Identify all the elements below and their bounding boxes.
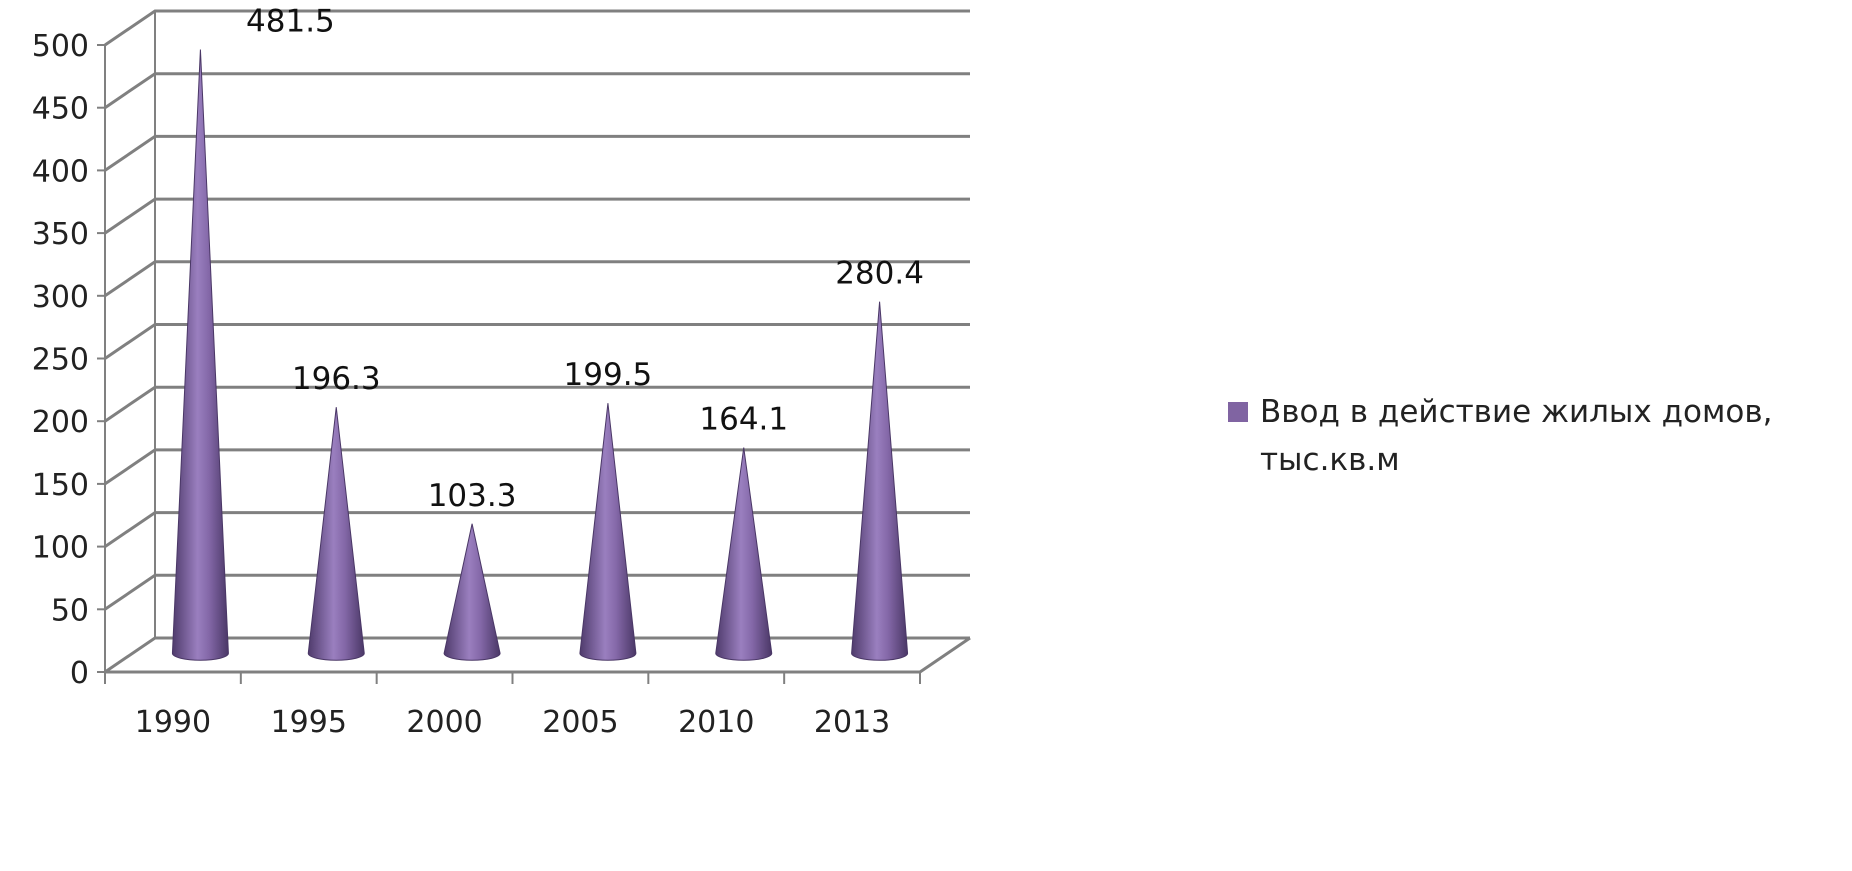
y-tick-label: 100 <box>32 531 89 566</box>
gridline <box>104 573 970 611</box>
x-tick-label: 1990 <box>135 705 211 740</box>
gridline <box>104 636 970 674</box>
y-tick-label: 350 <box>32 217 89 252</box>
y-tick-label: 450 <box>32 92 89 127</box>
data-labels: 481.5 196.3 103.3 199.5 164.1 280.4 <box>246 3 924 513</box>
x-tick-label: 2000 <box>406 705 482 740</box>
data-label: 196.3 <box>292 361 381 397</box>
y-tick-label: 200 <box>32 405 89 440</box>
y-tick-label: 50 <box>51 593 89 628</box>
gridlines <box>104 9 970 674</box>
gridline <box>104 197 970 235</box>
cone-bar <box>579 403 637 661</box>
gridline <box>104 448 970 486</box>
gridline <box>104 72 970 109</box>
axes: 0 50 100 150 200 250 300 350 400 450 500 1990 1995 20… <box>32 11 971 740</box>
gridline <box>104 9 970 47</box>
cone-bar <box>851 301 909 661</box>
legend-swatch <box>1228 402 1248 422</box>
legend: Ввод в действие жилых домов, тыс.кв.м <box>1228 388 1848 484</box>
data-label: 103.3 <box>428 478 517 514</box>
y-tick-label: 0 <box>70 656 89 691</box>
data-label: 481.5 <box>246 3 335 39</box>
legend-series-name: Ввод в действие жилых домов, тыс.кв.м <box>1260 394 1773 478</box>
x-tick-label: 2013 <box>814 705 890 740</box>
gridline <box>104 134 970 172</box>
floor-right-edge <box>919 636 971 674</box>
y-tick-label: 400 <box>32 154 89 189</box>
data-label: 164.1 <box>699 402 788 438</box>
y-tick-label: 500 <box>32 29 89 64</box>
x-tick-label: 1995 <box>271 705 347 740</box>
cone-bar <box>307 407 365 661</box>
y-tick-label: 250 <box>32 343 89 378</box>
gridline <box>104 323 970 360</box>
series-cones <box>171 49 909 661</box>
cone-bar <box>443 523 501 661</box>
data-label: 199.5 <box>564 357 653 393</box>
x-tick-label: 2005 <box>542 705 618 740</box>
y-tick-label: 300 <box>32 280 89 315</box>
gridline <box>104 385 970 423</box>
cone-bar <box>171 49 229 661</box>
gridline <box>104 511 970 548</box>
cone-bar <box>715 447 773 661</box>
y-tick-label: 150 <box>32 468 89 503</box>
x-tick-label: 2010 <box>678 705 754 740</box>
data-label: 280.4 <box>835 256 924 292</box>
